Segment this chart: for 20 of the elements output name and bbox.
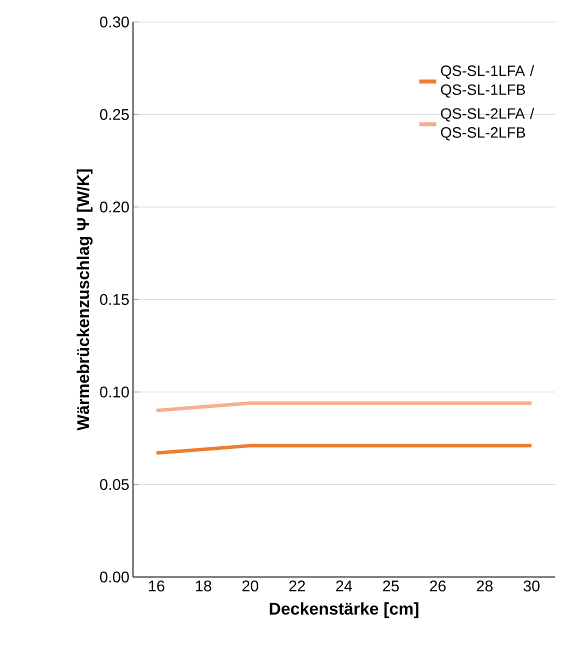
x-tick-label: 20 [242,580,258,592]
x-tick-label: 26 [430,580,446,592]
y-axis-title: Wärmebrückenzuschlag Ψ [W/K] [76,169,93,431]
x-axis-title: Deckenstärke [cm] [270,602,418,618]
x-tick-label: 22 [289,580,305,592]
x-tick-label: 18 [196,580,212,592]
legend-label: QS-SL-1LFA / QS-SL-1LFB [440,65,534,98]
y-tick-label: 0.25 [100,109,129,120]
x-tick-label: 28 [476,580,493,592]
y-tick-label: 0.15 [100,294,129,305]
x-tick-label: 25 [383,580,399,592]
y-tick-label: 0.10 [100,386,129,398]
legend-label: QS-SL-2LFA / QS-SL-2LFB [440,108,534,140]
y-tick-label: 0.00 [100,572,129,582]
x-tick-label: 24 [336,580,352,592]
x-tick-label: 16 [149,580,164,592]
y-tick-label: 0.30 [100,16,129,28]
x-tick-label: 30 [524,580,540,592]
y-tick-label: 0.05 [100,479,129,490]
y-tick-label: 0.20 [100,202,129,212]
